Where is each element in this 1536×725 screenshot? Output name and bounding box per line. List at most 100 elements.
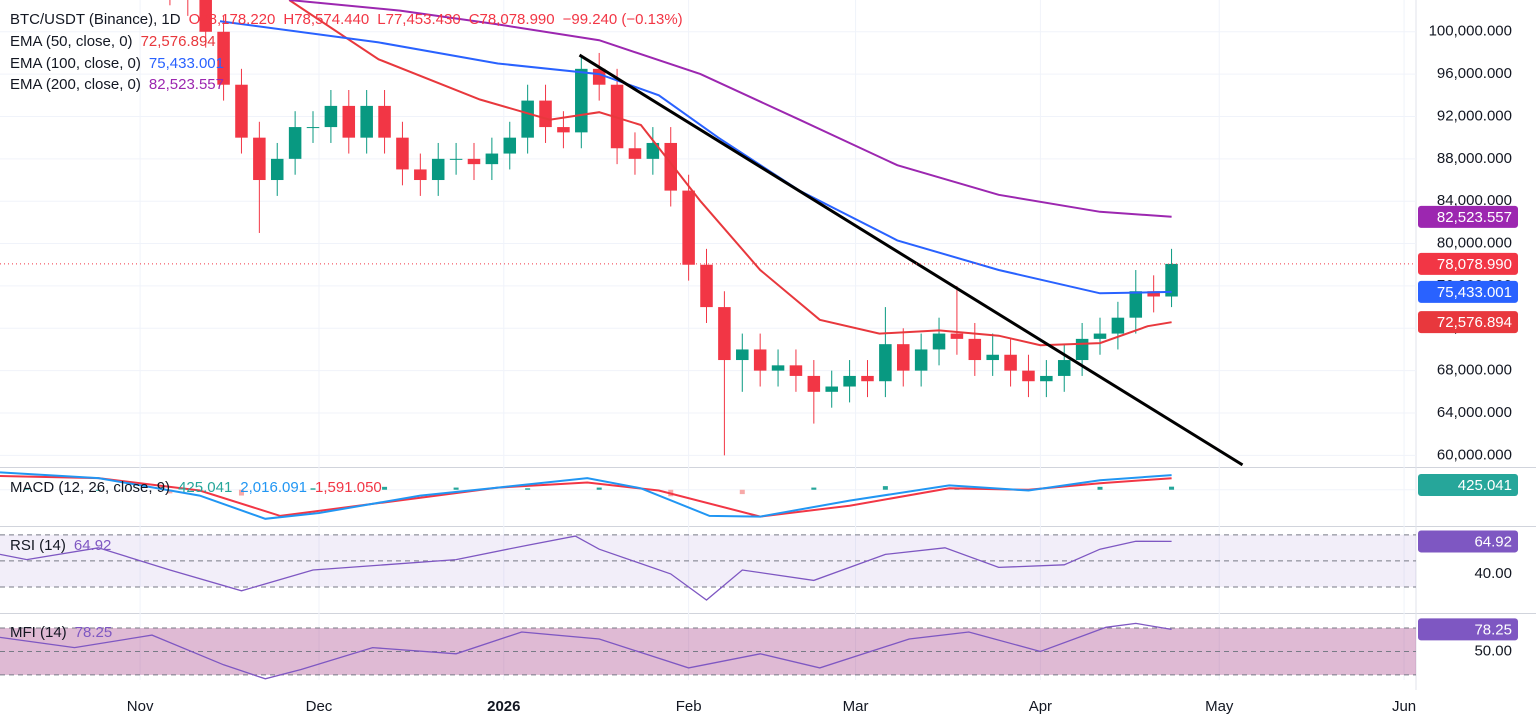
histogram-bar (1169, 486, 1175, 490)
candle-body (217, 31, 230, 85)
candle-body (1040, 375, 1053, 382)
x-tick-label: Mar (843, 698, 869, 715)
candle-body (1004, 354, 1017, 371)
indicator-name: MFI (14) (10, 624, 67, 641)
oscillator-value-label-box (1418, 530, 1518, 553)
candle-body (879, 344, 892, 382)
legend-row: EMA (100, close, 0) 75,433.001 (10, 55, 224, 73)
macd-pane (0, 471, 1416, 520)
histogram-bar (453, 487, 459, 490)
y-grid (0, 31, 1416, 456)
y-tick-label: 92,000.000 (1437, 107, 1512, 124)
candle-body (646, 142, 660, 159)
histogram-bar (1097, 486, 1103, 490)
oscillator-line (0, 535, 1172, 601)
candle-body (986, 354, 999, 361)
x-tick-label: Dec (306, 698, 333, 715)
candle-body (1129, 291, 1143, 318)
candle-body (968, 338, 982, 361)
y-tick-label: 88,000.000 (1437, 150, 1512, 167)
candle-body (896, 344, 910, 371)
candle-body (610, 84, 624, 149)
oscillator-pane (0, 534, 1416, 601)
indicator-value: 2,016.091 (240, 479, 308, 496)
y-tick-label: 60,000.000 (1437, 446, 1512, 463)
indicator-value: 78.25 (74, 624, 113, 641)
ema-value-label: 75,433.001 (1437, 284, 1512, 301)
candle-body (843, 375, 856, 387)
candle-body (288, 127, 302, 159)
candle-body (485, 153, 499, 165)
candle-body (467, 158, 481, 165)
legend-row: EMA (200, close, 0) 82,523.557 (10, 76, 224, 94)
last-price-label-box (1418, 252, 1518, 275)
candle-body (199, 0, 212, 32)
indicator-value: 82,523.557 (148, 76, 224, 93)
candle-body (414, 169, 427, 181)
legend-row: RSI (14) 64.92 (10, 537, 111, 555)
histogram-bar (382, 486, 388, 490)
candle-body (771, 365, 785, 371)
candle-body (521, 100, 534, 138)
indicator-value: 64.92 (73, 537, 112, 554)
y-tick-label: 100,000.000 (1429, 23, 1512, 40)
candle-body (539, 100, 552, 128)
indicator-value: 72,576.894 (140, 33, 216, 50)
x-tick-label: Feb (676, 698, 702, 715)
y-tick-label: 50.00 (1474, 642, 1512, 659)
candle-body (449, 158, 463, 160)
candle-body (825, 386, 838, 392)
ema-value-label-box (1418, 280, 1518, 303)
candle-body (1075, 338, 1089, 361)
band-fill (0, 628, 1416, 675)
band-fill (0, 534, 1416, 587)
histogram-bar (811, 487, 817, 490)
candle-body (270, 158, 284, 181)
indicator-name: EMA (100, close, 0) (10, 54, 141, 72)
oscillator-value-label: 78.25 (1474, 621, 1512, 638)
ema-value-label-box (1418, 311, 1518, 334)
ema-line (219, 20, 1172, 295)
candle-body (914, 349, 928, 371)
candle-body (950, 333, 964, 339)
x-grid (139, 0, 1405, 680)
histogram-bar (95, 489, 101, 491)
histogram-bar (739, 489, 745, 495)
oscillator-pane (0, 622, 1416, 680)
indicator-name: EMA (200, close, 0) (10, 76, 141, 93)
ohlc-value: O78,178.220 (188, 11, 276, 28)
candle-body (932, 333, 946, 350)
ema-value-label-box (1418, 205, 1518, 228)
oscillator-value-label: 64.92 (1474, 533, 1512, 550)
candle-body (324, 105, 338, 128)
last-price-label: 78,078.990 (1437, 256, 1512, 273)
y-tick-label: 64,000.000 (1437, 404, 1512, 421)
histogram-bar (525, 488, 531, 490)
ema-line (289, 0, 1172, 218)
candle-body (861, 375, 874, 382)
indicator-name: EMA (50, close, 0) (10, 33, 133, 50)
candle-body (557, 127, 570, 133)
candle-body (431, 158, 445, 181)
candle-body (1165, 263, 1178, 297)
indicator-name: MACD (12, 26, close, 9) (10, 479, 171, 496)
price-pane (169, 0, 1244, 467)
candle-body (700, 264, 713, 308)
x-tick-label: Apr (1029, 698, 1052, 715)
macd-value-label: 425.041 (1458, 477, 1512, 494)
candle-body (360, 105, 373, 138)
legend-row: MACD (12, 26, close, 9) 425.041 2,016.091 1… (10, 479, 382, 497)
y-tick-label: 68,000.000 (1437, 362, 1512, 379)
ohlc-value: H78,574.440 (283, 11, 370, 28)
candle-body (396, 137, 409, 170)
candle-body (664, 142, 677, 191)
trendline (578, 53, 1244, 467)
candle-body (628, 148, 642, 159)
y-tick-label: 96,000.000 (1437, 65, 1512, 82)
ema-line (288, 0, 1172, 347)
candle-body (682, 190, 695, 265)
ema-value-label: 72,576.894 (1437, 314, 1512, 331)
macd-value-label-box (1418, 474, 1518, 496)
